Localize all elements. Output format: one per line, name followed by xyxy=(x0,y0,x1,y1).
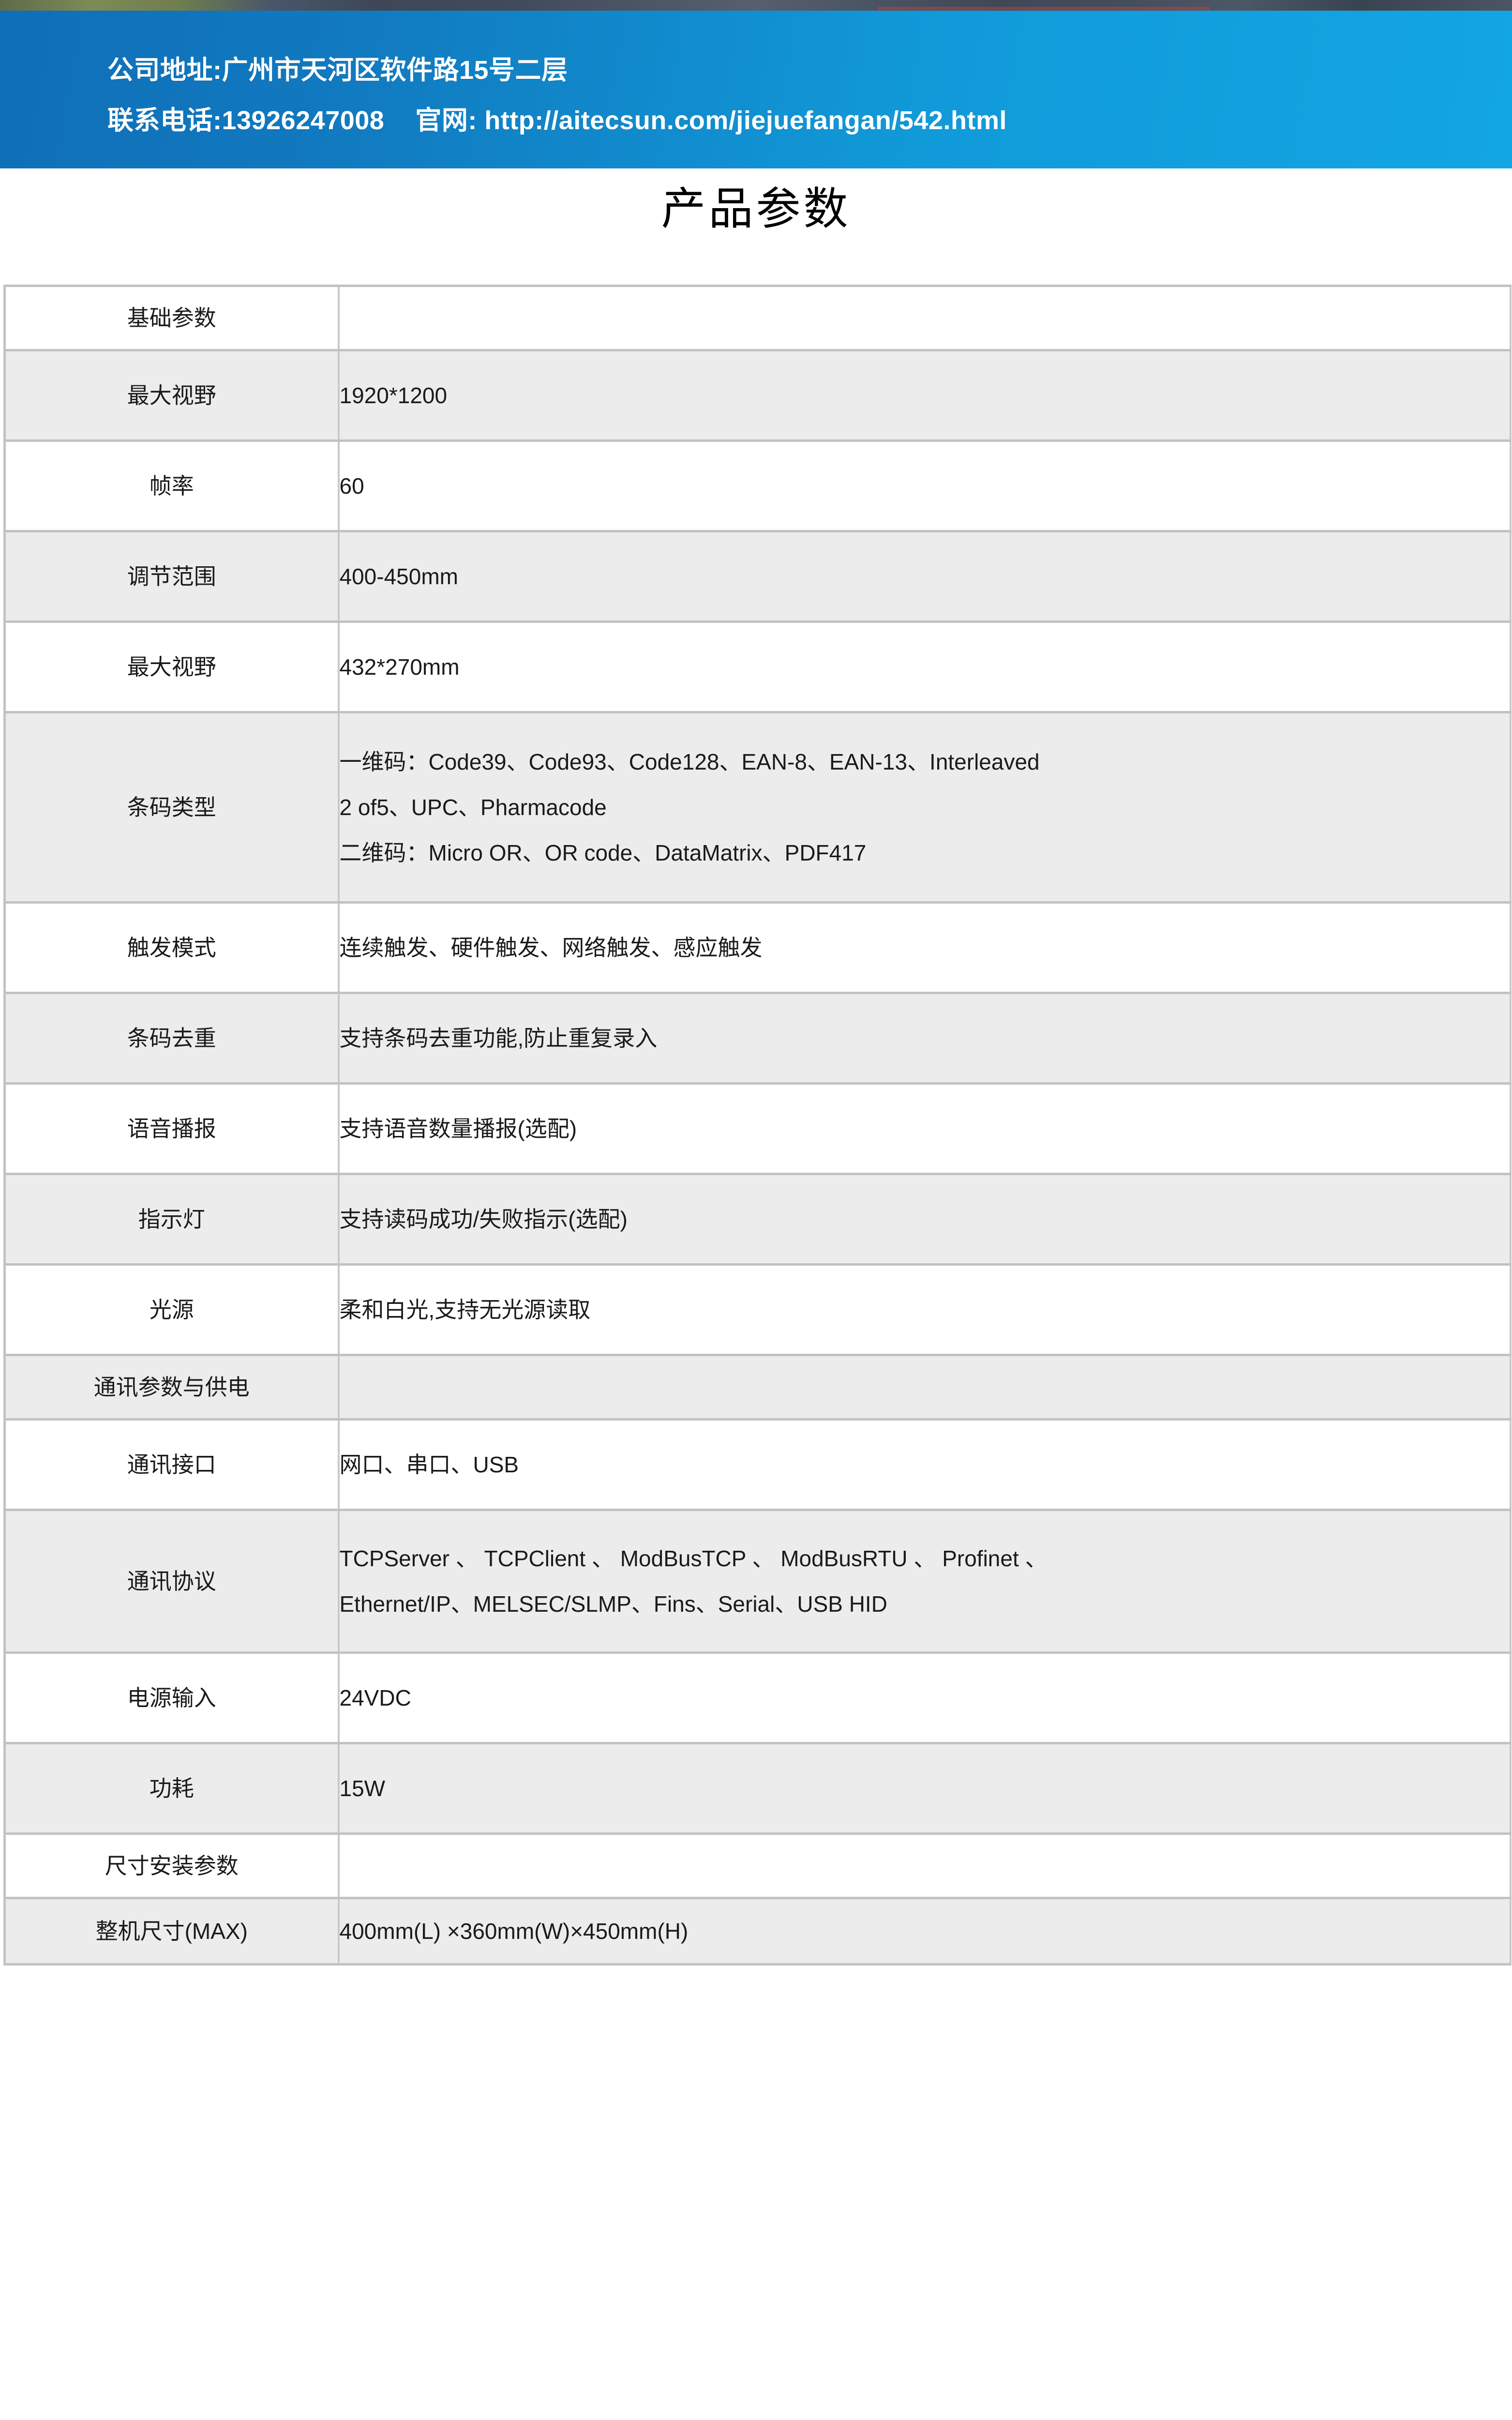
spec-value: 连续触发、硬件触发、网络触发、感应触发 xyxy=(338,902,1512,994)
spec-label: 条码去重 xyxy=(4,993,340,1085)
spec-label: 指示灯 xyxy=(4,1174,340,1266)
company-address-line: 公司地址:广州市天河区软件路15号二层 xyxy=(107,56,568,85)
spec-value: 400-450mm xyxy=(338,531,1512,623)
table-row: 整机尺寸(MAX) 400mm(L) ×360mm(W)×450mm(H) xyxy=(4,1898,1512,1966)
table-row: 条码去重 支持条码去重功能,防止重复录入 xyxy=(4,993,1512,1085)
spec-value-line: 一维码：Code39、Code93、Code128、EAN-8、EAN-13、I… xyxy=(339,749,1040,774)
table-row-section: 尺寸安装参数 xyxy=(4,1833,1512,1899)
spec-label: 整机尺寸(MAX) xyxy=(4,1898,340,1966)
contact-website[interactable]: 官网: http://aitecsun.com/jiejuefangan/542… xyxy=(415,106,1007,135)
table-row: 语音播报 支持语音数量播报(选配) xyxy=(4,1083,1512,1175)
spec-value: TCPServer 、 TCPClient 、 ModBusTCP 、 ModB… xyxy=(338,1510,1512,1654)
table-row: 电源输入 24VDC xyxy=(4,1652,1512,1744)
table-row: 调节范围 400-450mm xyxy=(4,531,1512,623)
spec-value: 15W xyxy=(338,1743,1512,1835)
spec-value: 一维码：Code39、Code93、Code128、EAN-8、EAN-13、I… xyxy=(338,712,1512,904)
spec-value: 1920*1200 xyxy=(338,350,1512,442)
spec-value-line: Ethernet/IP、MELSEC/SLMP、Fins、Serial、USB … xyxy=(339,1591,887,1617)
table-row: 指示灯 支持读码成功/失败指示(选配) xyxy=(4,1174,1512,1266)
photo-strip-accent xyxy=(877,7,1210,10)
spec-label: 功耗 xyxy=(4,1743,340,1835)
table-row-barcode-types: 条码类型 一维码：Code39、Code93、Code128、EAN-8、EAN… xyxy=(4,712,1512,904)
spec-label: 条码类型 xyxy=(4,712,340,904)
table-row: 光源 柔和白光,支持无光源读取 xyxy=(4,1264,1512,1356)
spec-label: 通讯协议 xyxy=(4,1510,340,1654)
spec-value: 432*270mm xyxy=(338,621,1512,713)
spec-value: 60 xyxy=(338,440,1512,532)
spec-label: 通讯参数与供电 xyxy=(4,1355,340,1421)
spec-value: 柔和白光,支持无光源读取 xyxy=(338,1264,1512,1356)
spec-value: 支持语音数量播报(选配) xyxy=(338,1083,1512,1175)
table-row: 最大视野 1920*1200 xyxy=(4,350,1512,442)
spec-label: 最大视野 xyxy=(4,350,340,442)
photo-strip-decoration xyxy=(0,0,1512,13)
table-row: 功耗 15W xyxy=(4,1743,1512,1835)
table-row: 帧率 60 xyxy=(4,440,1512,532)
table-row: 通讯接口 网口、串口、USB xyxy=(4,1419,1512,1511)
spec-value: 网口、串口、USB xyxy=(338,1419,1512,1511)
spec-label: 光源 xyxy=(4,1264,340,1356)
spec-label: 通讯接口 xyxy=(4,1419,340,1511)
spec-value: 支持条码去重功能,防止重复录入 xyxy=(338,993,1512,1085)
spec-value-line: TCPServer 、 TCPClient 、 ModBusTCP 、 ModB… xyxy=(339,1545,1048,1571)
product-spec-table: 基础参数 最大视野 1920*1200 帧率 60 调节范围 400-450mm… xyxy=(3,285,1512,1966)
spec-table-wrapper: 基础参数 最大视野 1920*1200 帧率 60 调节范围 400-450mm… xyxy=(3,285,1512,1966)
spec-value xyxy=(338,1833,1512,1899)
spec-value: 24VDC xyxy=(338,1652,1512,1744)
table-row: 触发模式 连续触发、硬件触发、网络触发、感应触发 xyxy=(4,902,1512,994)
contact-lines: 公司地址:广州市天河区软件路15号二层 联系电话:13926247008 官网: … xyxy=(107,57,1007,134)
spec-label: 语音播报 xyxy=(4,1083,340,1175)
spec-label: 尺寸安装参数 xyxy=(4,1833,340,1899)
spec-label: 调节范围 xyxy=(4,531,340,623)
contact-info-band: 公司地址:广州市天河区软件路15号二层 联系电话:13926247008 官网: … xyxy=(0,11,1512,168)
spec-value xyxy=(338,1355,1512,1421)
spec-label: 触发模式 xyxy=(4,902,340,994)
spec-label: 最大视野 xyxy=(4,621,340,713)
page-title: 产品参数 xyxy=(661,184,851,234)
table-row: 最大视野 432*270mm xyxy=(4,621,1512,713)
spec-table-body: 基础参数 最大视野 1920*1200 帧率 60 调节范围 400-450mm… xyxy=(4,286,1512,1966)
table-row-section: 通讯参数与供电 xyxy=(4,1355,1512,1421)
contact-phone-and-website-line: 联系电话:13926247008 官网: http://aitecsun.com/… xyxy=(107,107,1007,134)
spec-label: 电源输入 xyxy=(4,1652,340,1744)
contact-phone: 联系电话:13926247008 xyxy=(107,106,385,135)
spec-label: 帧率 xyxy=(4,440,340,532)
spec-value-line: 二维码：Micro OR、OR code、DataMatrix、PDF417 xyxy=(339,840,867,866)
table-row-section: 基础参数 xyxy=(4,286,1512,351)
spec-value xyxy=(338,286,1512,351)
spec-label: 基础参数 xyxy=(4,286,340,351)
spec-value-line: 2 of5、UPC、Pharmacode xyxy=(339,794,607,820)
spec-value: 400mm(L) ×360mm(W)×450mm(H) xyxy=(338,1898,1512,1966)
spec-value: 支持读码成功/失败指示(选配) xyxy=(338,1174,1512,1266)
table-row-protocols: 通讯协议 TCPServer 、 TCPClient 、 ModBusTCP 、… xyxy=(4,1510,1512,1654)
